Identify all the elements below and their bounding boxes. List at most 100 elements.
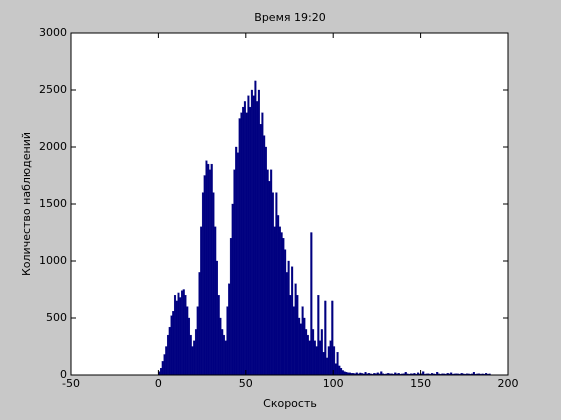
bar (159, 368, 163, 376)
bar (173, 295, 177, 376)
bar (240, 112, 243, 376)
bar (228, 283, 231, 376)
bar (229, 238, 232, 376)
bar (200, 226, 203, 376)
bar (193, 340, 196, 376)
bar (319, 340, 322, 376)
bar (301, 306, 304, 376)
bar (263, 135, 266, 376)
bar (235, 146, 238, 376)
bar (334, 363, 337, 376)
bar (266, 169, 269, 376)
bar (313, 340, 316, 376)
bar (201, 192, 204, 376)
y-tick-label: 3000 (39, 26, 67, 39)
bar (280, 232, 283, 376)
bar (306, 334, 309, 376)
bar (285, 272, 288, 376)
bar (163, 354, 166, 376)
bar (187, 317, 191, 376)
bar (170, 315, 173, 376)
x-tick-label: 0 (155, 377, 162, 390)
bar (224, 340, 227, 376)
bar (331, 300, 334, 376)
bar (249, 106, 252, 376)
bar (273, 226, 276, 376)
bar (161, 361, 164, 376)
bar (182, 289, 185, 376)
bar (184, 295, 187, 376)
bar (282, 238, 285, 376)
bar (214, 226, 217, 376)
bar (212, 192, 215, 376)
x-axis-label: Скорость (263, 397, 317, 410)
bar (343, 371, 346, 376)
bar (208, 169, 211, 376)
chart-title: Время 19:20 (254, 11, 325, 24)
bar (254, 80, 257, 376)
y-tick-label: 2000 (39, 140, 67, 153)
bar (245, 112, 248, 376)
x-tick-label: 150 (410, 377, 431, 390)
bar (210, 163, 213, 376)
bar (196, 306, 199, 376)
bar (256, 101, 259, 376)
y-tick-label: 500 (46, 311, 67, 324)
y-tick-label: 1000 (39, 254, 67, 267)
bar (422, 371, 425, 376)
bar (252, 95, 255, 376)
bar (250, 89, 253, 376)
y-axis-label: Количество наблюдений (20, 132, 33, 276)
bar (338, 365, 341, 376)
bar (296, 295, 299, 376)
bar (257, 89, 260, 376)
bar (291, 266, 294, 376)
bar (322, 352, 325, 376)
bar (165, 346, 168, 376)
bar (222, 334, 225, 376)
bar (261, 112, 264, 376)
bar (238, 118, 241, 376)
bar (317, 295, 320, 376)
bar (315, 346, 318, 376)
bar (308, 340, 311, 376)
bar (168, 326, 171, 376)
bar (268, 181, 271, 376)
bar (380, 371, 383, 376)
bar (207, 163, 210, 376)
bar (221, 329, 224, 376)
bar (270, 169, 273, 376)
bar (275, 192, 278, 376)
bar (287, 260, 290, 376)
bar (186, 306, 189, 376)
bar (294, 283, 297, 376)
bar (278, 226, 281, 376)
bar (226, 306, 229, 376)
bar (189, 334, 192, 376)
bar (191, 346, 194, 376)
bar (231, 203, 234, 376)
bar (298, 317, 301, 376)
bar (264, 146, 267, 376)
x-tick-label: 50 (239, 377, 253, 390)
bar (180, 290, 184, 376)
bar (326, 357, 329, 376)
bar (312, 329, 315, 376)
y-tick-label: 2500 (39, 83, 67, 96)
bar (166, 334, 170, 376)
bar (303, 317, 306, 376)
bar (243, 101, 246, 376)
bar (242, 106, 245, 376)
bar (198, 272, 201, 376)
x-tick-label: -50 (62, 377, 80, 390)
y-tick-label: 1500 (39, 197, 67, 210)
bar (324, 300, 327, 376)
bar (203, 175, 206, 376)
x-tick-label: 100 (323, 377, 344, 390)
bar (205, 160, 208, 376)
bar (299, 323, 302, 376)
bar (233, 169, 236, 376)
bar (217, 295, 220, 376)
bar (175, 300, 178, 376)
